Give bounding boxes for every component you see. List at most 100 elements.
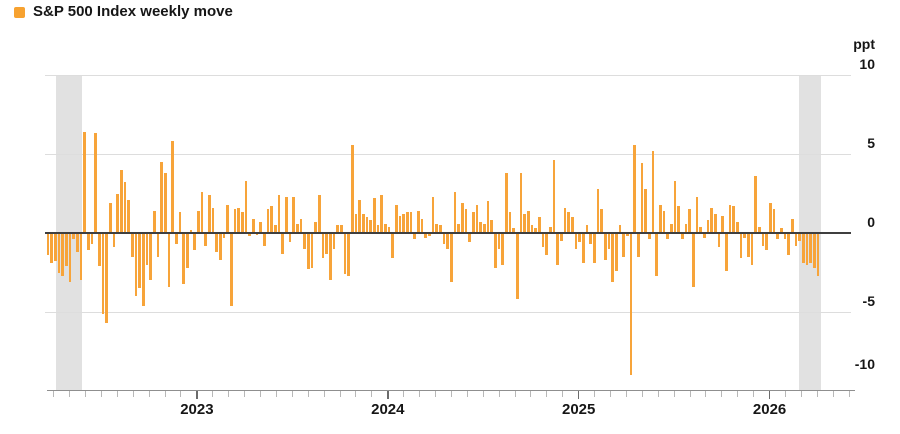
month-tick <box>498 391 500 397</box>
bar <box>219 233 222 260</box>
bar <box>486 201 490 233</box>
bar <box>226 204 229 233</box>
bar <box>50 233 53 264</box>
bar <box>468 233 471 243</box>
bar <box>109 202 112 233</box>
bar <box>259 221 262 233</box>
year-tick <box>196 391 198 399</box>
month-tick <box>641 391 643 397</box>
bar <box>270 206 273 233</box>
bar <box>648 233 651 240</box>
bar <box>153 210 156 233</box>
bar <box>523 214 526 233</box>
bar <box>384 223 387 233</box>
bar <box>211 207 215 233</box>
bar <box>552 160 556 233</box>
bar <box>222 233 226 238</box>
bar <box>65 233 68 267</box>
month-tick <box>689 391 691 397</box>
y-tick-label: 10 <box>859 56 875 72</box>
bar <box>512 228 515 233</box>
bar <box>596 188 600 233</box>
bar <box>420 218 424 233</box>
month-tick <box>546 391 548 397</box>
bar <box>149 233 152 281</box>
bar <box>501 233 504 265</box>
bar <box>362 214 365 233</box>
month-tick <box>721 391 723 397</box>
bar <box>164 172 167 233</box>
bar <box>131 233 134 257</box>
year-label: 2023 <box>180 401 214 418</box>
bar <box>560 233 563 241</box>
bar <box>673 180 677 233</box>
bar <box>783 233 787 240</box>
bar <box>439 225 442 233</box>
month-tick <box>69 391 71 397</box>
year-label: 2024 <box>371 401 405 418</box>
legend-label: S&P 500 Index weekly move <box>33 3 233 20</box>
x-axis-line <box>47 390 855 391</box>
bar <box>134 233 138 297</box>
bar <box>376 225 380 233</box>
bar <box>776 233 779 240</box>
bar <box>369 220 372 233</box>
bar <box>545 233 548 256</box>
month-tick <box>148 391 150 397</box>
bar <box>94 133 97 233</box>
bar <box>145 233 149 265</box>
bar <box>736 221 739 233</box>
bar <box>105 233 108 324</box>
bar <box>530 225 534 233</box>
bar <box>417 210 420 233</box>
bar <box>321 233 325 259</box>
bar <box>358 199 361 233</box>
bar <box>307 233 310 270</box>
bar <box>175 233 178 245</box>
month-tick <box>625 391 627 397</box>
bar <box>794 233 798 246</box>
bar <box>347 233 350 276</box>
bar <box>277 195 281 233</box>
bar <box>156 233 160 257</box>
bar <box>204 233 207 246</box>
bar <box>435 223 438 233</box>
bar <box>681 233 684 240</box>
bar <box>538 217 541 233</box>
month-tick <box>355 391 357 397</box>
bar <box>79 233 83 281</box>
bar <box>244 180 248 233</box>
bar <box>541 233 545 248</box>
bar <box>46 233 50 256</box>
bar <box>505 172 508 233</box>
bar <box>340 225 343 233</box>
bar <box>780 228 783 233</box>
y-axis-unit-label: ppt <box>853 36 875 52</box>
gridline <box>45 154 851 155</box>
bar <box>409 212 413 233</box>
bar <box>516 233 519 300</box>
bar <box>585 225 589 233</box>
month-tick <box>514 391 516 397</box>
bar <box>380 195 383 233</box>
bar <box>395 204 398 233</box>
bar <box>68 233 72 282</box>
bar <box>670 223 673 233</box>
bar <box>787 233 790 256</box>
bar <box>556 233 559 265</box>
month-tick <box>450 391 452 397</box>
bar <box>182 233 185 284</box>
bar <box>483 223 486 233</box>
bar <box>772 209 776 233</box>
y-tick-label: -5 <box>862 293 875 309</box>
bar <box>490 220 493 233</box>
bar <box>351 144 354 233</box>
month-tick <box>132 391 134 397</box>
bar <box>83 131 86 233</box>
year-tick <box>577 391 580 399</box>
year-label: 2025 <box>562 401 596 418</box>
bar <box>450 233 453 282</box>
bar <box>626 233 629 237</box>
month-tick <box>244 391 246 397</box>
